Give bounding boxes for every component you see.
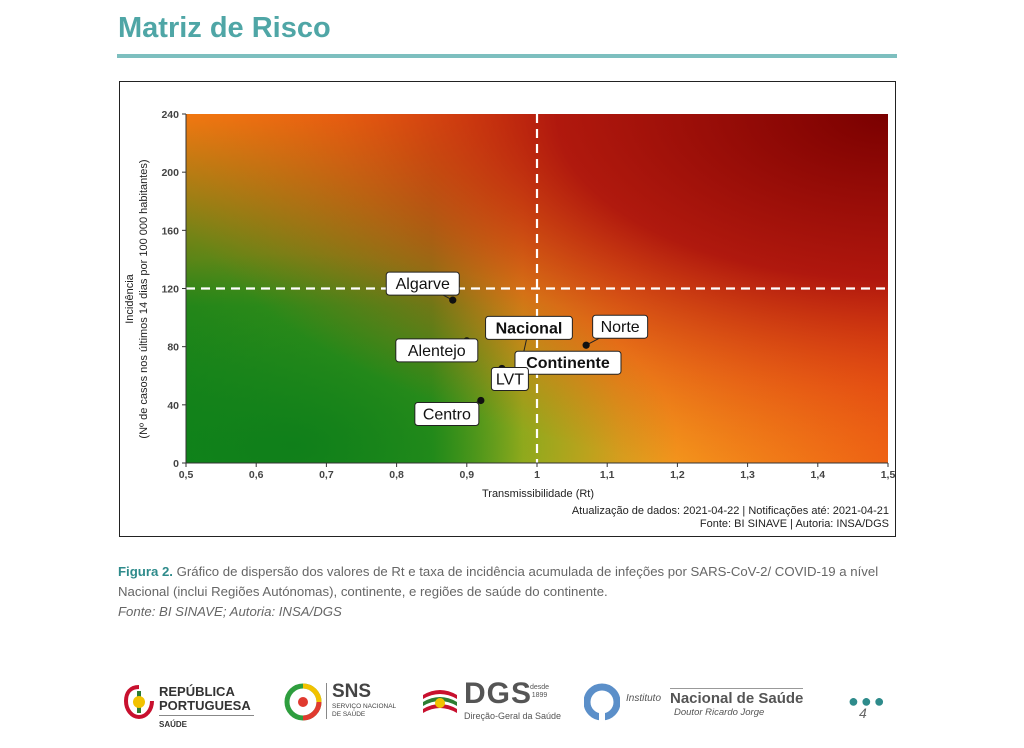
axes: 0,5 0,6 0,7 0,8 0,9 1 1,1 1,2 1,3 1,4 1,5 0 40 80 120 1… bbox=[161, 109, 895, 481]
sns-line3: DE SAÚDE bbox=[332, 711, 366, 718]
x-axis-label: Transmissibilidade (Rt) bbox=[482, 488, 594, 500]
point-label-box bbox=[592, 314, 649, 339]
x-tick-label: 0,9 bbox=[459, 469, 474, 481]
dgs-year: 1899 bbox=[531, 692, 548, 699]
data-point bbox=[449, 296, 457, 304]
x-tick-label: 0,7 bbox=[319, 469, 334, 481]
rp-line1: REPÚBLICA bbox=[159, 684, 235, 699]
rp-line3: SAÚDE bbox=[159, 720, 188, 729]
point-label: Norte bbox=[601, 319, 640, 336]
x-tick-label: 1,5 bbox=[881, 469, 896, 481]
threshold-lines bbox=[186, 114, 888, 463]
data-point bbox=[477, 396, 485, 405]
more-dots-icon: ●●● bbox=[848, 691, 887, 711]
caption-text: Gráfico de dispersão dos valores de Rt e… bbox=[118, 564, 879, 599]
sns-line2: SERVIÇO NACIONAL bbox=[332, 703, 397, 710]
dgs-icon bbox=[423, 690, 457, 713]
point-label-box bbox=[485, 315, 573, 340]
insa-sub: Doutor Ricardo Jorge bbox=[674, 707, 765, 718]
coat-of-arms-icon bbox=[124, 685, 154, 719]
figure-caption: Figura 2. Gráfico de dispersão dos valor… bbox=[118, 562, 908, 622]
sns-line1: SNS bbox=[332, 681, 372, 702]
point-label: Centro bbox=[423, 406, 471, 423]
x-tick-label: 0,6 bbox=[249, 469, 264, 481]
y-tick-label: 80 bbox=[167, 342, 179, 354]
caption-source: Fonte: BI SINAVE; Autoria: INSA/DGS bbox=[118, 604, 342, 619]
risk-matrix-chart: 0,5 0,6 0,7 0,8 0,9 1 1,1 1,2 1,3 1,4 1,5 0 40 80 120 1… bbox=[124, 109, 895, 530]
x-tick-label: 1,1 bbox=[600, 469, 615, 481]
point-label: Alentejo bbox=[408, 343, 466, 360]
dgs-line1: DGS bbox=[464, 677, 533, 710]
page-number: 4 bbox=[859, 705, 867, 721]
x-tick-label: 0,8 bbox=[389, 469, 404, 481]
point-label-box bbox=[414, 401, 480, 426]
y-tick-label: 120 bbox=[161, 284, 179, 296]
chart-footer-update: Atualização de dados: 2021-04-22 | Notif… bbox=[572, 505, 889, 517]
figure-label: Figura 2. bbox=[118, 564, 173, 579]
rp-line2: PORTUGUESA bbox=[159, 698, 251, 713]
dgs-since: desde bbox=[530, 684, 550, 691]
x-tick-label: 1,4 bbox=[810, 469, 825, 481]
y-axis-label-detail: (Nº de casos nos últimos 14 dias por 100… bbox=[138, 159, 150, 438]
dgs-line2: Direção-Geral da Saúde bbox=[464, 711, 562, 721]
sns-icon bbox=[284, 683, 322, 721]
title-divider bbox=[117, 54, 897, 58]
point-label-box bbox=[514, 350, 622, 375]
x-tick-label: 0,5 bbox=[179, 469, 194, 481]
y-tick-label: 0 bbox=[173, 458, 179, 470]
y-axis-label: Incidência bbox=[124, 273, 136, 323]
data-point bbox=[582, 341, 590, 349]
y-tick-label: 200 bbox=[161, 167, 179, 179]
insa-name: Nacional de Saúde bbox=[670, 688, 804, 707]
x-tick-label: 1,2 bbox=[670, 469, 685, 481]
point-label-box bbox=[395, 338, 479, 363]
point-label: Algarve bbox=[396, 276, 450, 293]
point-label: Nacional bbox=[496, 320, 563, 337]
point-label: LVT bbox=[496, 371, 524, 388]
x-tick-label: 1,3 bbox=[740, 469, 755, 481]
point-label-box bbox=[490, 366, 529, 391]
point-label: Continente bbox=[526, 355, 610, 372]
y-tick-label: 40 bbox=[167, 400, 179, 412]
point-label-box bbox=[385, 271, 460, 296]
chart-footer-source: Fonte: BI SINAVE | Autoria: INSA/DGS bbox=[700, 518, 889, 530]
insa-icon bbox=[584, 683, 620, 721]
insa-prefix: Instituto bbox=[626, 693, 662, 704]
x-tick-label: 1 bbox=[534, 469, 540, 481]
page-title: Matriz de Risco bbox=[118, 12, 331, 44]
y-tick-label: 160 bbox=[161, 225, 179, 237]
y-tick-label: 240 bbox=[161, 109, 179, 121]
